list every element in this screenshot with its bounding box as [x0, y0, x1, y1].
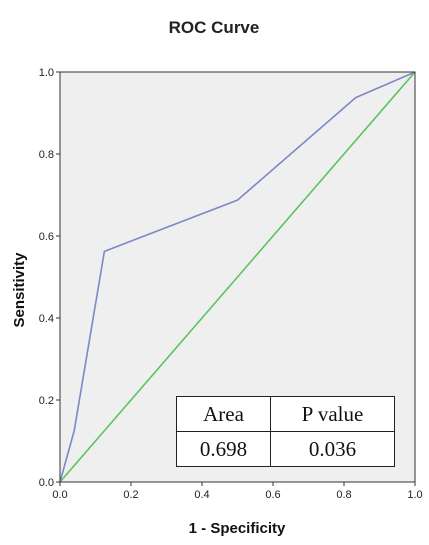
x-tick-label: 0.4 [194, 489, 209, 501]
p-value-header: P value [270, 396, 395, 432]
chart-title: ROC Curve [169, 18, 260, 37]
reference-diagonal-line [59, 71, 416, 483]
y-tick-label: 0.2 [39, 395, 54, 407]
y-axis-label: Sensitivity [11, 252, 28, 328]
p-value-value: 0.036 [270, 431, 395, 467]
x-tick-label: 1.0 [407, 489, 422, 501]
x-tick-label: 0.2 [123, 489, 138, 501]
stats-header-row: Area P value [176, 396, 395, 432]
x-axis-label: 1 - Specificity [189, 520, 286, 537]
roc-curve-line [59, 71, 416, 483]
y-tick-label: 0.6 [39, 231, 54, 243]
plot-frame [59, 71, 416, 483]
series-layer [59, 71, 416, 483]
y-tick-label: 0.0 [39, 477, 54, 489]
area-header: Area [176, 396, 271, 432]
x-tick-label: 0.8 [336, 489, 351, 501]
stats-value-row: 0.698 0.036 [176, 431, 395, 467]
x-tick-label: 0.6 [265, 489, 280, 501]
stats-table: Area P value 0.698 0.036 [176, 396, 395, 467]
axis-ticks: 0.0 0.2 0.4 0.6 0.8 1.0 0.0 0.2 0.4 0.6 0.8 1.0 [39, 67, 423, 501]
y-tick-label: 0.8 [39, 149, 54, 161]
y-tick-label: 1.0 [39, 67, 54, 79]
x-tick-label: 0.0 [52, 489, 67, 501]
y-tick-label: 0.4 [39, 313, 54, 325]
area-value: 0.698 [176, 431, 271, 467]
axes [59, 71, 416, 483]
